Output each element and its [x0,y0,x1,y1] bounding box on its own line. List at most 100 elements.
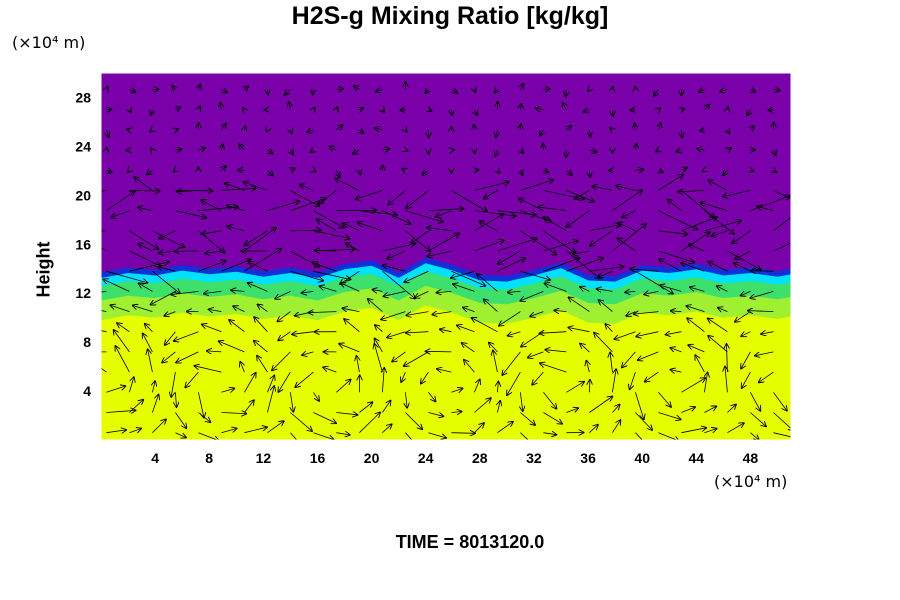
velocity-arrow [699,90,704,93]
velocity-arrow [329,147,337,151]
velocity-arrow [101,230,107,232]
velocity-arrow [612,224,646,252]
velocity-arrow [472,318,498,333]
velocity-arrow [249,262,268,272]
velocity-arrow [773,216,791,232]
velocity-arrow [453,284,475,292]
velocity-arrow [244,182,268,191]
velocity-arrow [317,219,337,232]
velocity-arrow [336,413,357,415]
velocity-arrow [427,228,452,232]
velocity-arrow [353,150,360,154]
velocity-arrow [175,412,186,429]
velocity-arrow [543,392,556,408]
velocity-arrow [152,381,155,393]
velocity-arrow [658,123,660,131]
velocity-arrow [392,351,406,362]
velocity-arrow [711,230,728,236]
velocity-arrow [148,350,153,373]
velocity-arrow [382,401,390,413]
velocity-arrow [267,90,268,95]
velocity-arrow [103,279,130,292]
velocity-arrow [221,188,255,190]
velocity-arrow [336,380,350,393]
velocity-arrow [495,90,498,93]
velocity-arrow [382,110,384,113]
velocity-arrow [616,186,636,191]
velocity-arrow [636,331,659,337]
velocity-arrow [111,210,130,218]
velocity-arrow [313,170,315,171]
velocity-arrow [151,110,152,115]
velocity-arrow [359,413,380,433]
velocity-arrow [152,395,158,413]
velocity-arrow [530,311,544,317]
velocity-arrow [612,405,619,413]
velocity-arrow [387,331,406,338]
velocity-arrow [145,324,153,332]
velocity-arrow [133,306,153,312]
velocity-arrow [229,320,245,333]
velocity-arrow [670,348,682,352]
velocity-arrow [704,429,716,434]
velocity-arrow [405,130,406,132]
velocity-arrow [497,382,498,393]
velocity-arrow [520,84,523,90]
velocity-arrow [727,423,743,434]
velocity-arrow [319,190,337,203]
velocity-arrow [635,412,652,430]
velocity-arrow [750,126,753,130]
velocity-arrow [290,168,294,170]
y-tick-label: 8 [83,334,91,350]
velocity-arrow [374,344,383,373]
velocity-arrow [750,412,766,427]
velocity-arrow [159,251,176,253]
velocity-arrow [580,287,590,292]
velocity-arrow [400,110,405,111]
velocity-arrow [566,170,572,175]
x-axis-ticks: 4 8 12 16 20 24 28 32 36 40 44 48 [151,450,758,466]
velocity-arrow [495,149,497,156]
velocity-arrow [382,166,383,171]
velocity-arrow [405,150,407,151]
velocity-arrow [508,331,521,336]
velocity-arrow [440,329,452,331]
velocity-arrow [129,190,159,191]
velocity-arrow [267,421,283,434]
velocity-arrow [151,148,152,150]
velocity-arrow [106,87,107,90]
velocity-arrow [622,210,636,218]
velocity-arrow [612,190,642,211]
velocity-arrow [499,311,521,326]
velocity-arrow [741,351,751,369]
velocity-arrow [727,250,760,270]
velocity-arrow [658,250,694,262]
velocity-arrow [198,106,200,109]
velocity-arrow [451,433,474,434]
velocity-arrow [426,351,452,352]
y-tick-label: 4 [83,383,91,399]
velocity-arrow [658,210,697,230]
velocity-arrow [709,180,728,191]
velocity-arrow [205,251,222,253]
velocity-arrow [566,258,603,272]
velocity-arrow [568,328,590,333]
velocity-arrow [220,103,221,110]
velocity-arrow [358,223,383,232]
velocity-arrow [725,367,727,393]
velocity-arrow [106,386,125,393]
velocity-arrow [373,290,383,292]
velocity-arrow [474,398,490,413]
velocity-arrow [172,86,175,90]
velocity-arrow [221,124,226,131]
velocity-arrow [290,190,319,206]
velocity-arrow [405,230,429,251]
velocity-arrow [614,331,636,340]
velocity-arrow [727,405,736,413]
velocity-arrow [152,230,184,248]
velocity-arrow [138,207,153,210]
velocity-arrow [138,244,153,252]
velocity-arrow [405,412,422,430]
velocity-arrow [406,311,429,316]
velocity-arrow [313,432,333,440]
